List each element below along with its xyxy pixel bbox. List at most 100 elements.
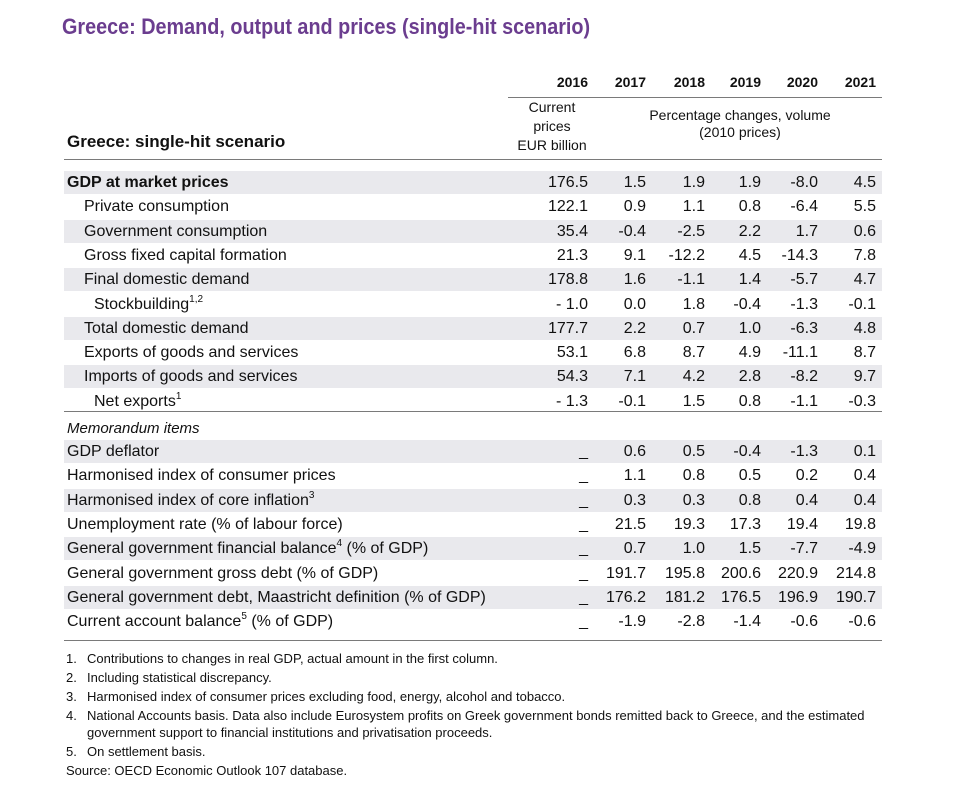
table-cell: 191.7	[605, 564, 646, 582]
table-cell: 177.7	[547, 319, 588, 337]
table-cell: 0.2	[795, 467, 818, 485]
row-label: Stockbuilding1,2	[94, 293, 204, 314]
footnote-text: Harmonised index of consumer prices excl…	[87, 689, 566, 704]
table-cell: -1.4	[733, 613, 761, 631]
row-label: Exports of goods and services	[84, 344, 298, 362]
table-cell: 0.8	[682, 467, 705, 485]
table-cell: 1.9	[682, 174, 705, 191]
footnote-number: 1.	[66, 651, 77, 666]
row-label-text: Harmonised index of consumer prices	[67, 467, 336, 485]
scenario-label: Greece: single-hit scenario	[67, 132, 286, 151]
table-cell: -1.9	[618, 613, 646, 631]
table-row: GDP deflator _ 0.6 0.5 -0.4 -1.3 0.1	[64, 440, 882, 463]
table-row: General government debt, Maastricht defi…	[64, 585, 882, 609]
table-cell: 0.1	[853, 443, 876, 460]
table-cell: -0.1	[848, 295, 876, 313]
table-cell: -14.3	[781, 246, 818, 264]
row-label: Private consumption	[84, 198, 229, 216]
table-cell: -1.3	[790, 295, 818, 313]
percentage-changes-unit-label: Percentage changes, volume (2010 prices)	[640, 107, 840, 141]
table-row: GDP at market prices 176.5 1.5 1.9 1.9 -8.0 4.…	[64, 171, 882, 194]
footnote-text: On settlement basis.	[87, 744, 206, 759]
table-cell: 17.3	[729, 515, 761, 533]
table-row: General government financial balance4 (%…	[64, 537, 882, 561]
unit-line: (2010 prices)	[699, 124, 781, 140]
table-cell: _	[579, 588, 588, 606]
row-label: Final domestic demand	[84, 271, 249, 289]
row-label: General government debt, Maastricht defi…	[67, 589, 486, 607]
footnote-ref: 1,2	[189, 293, 204, 305]
row-label-text: Harmonised index of core inflation	[67, 491, 309, 509]
table-cell: _	[579, 613, 588, 631]
table-cell: 2.8	[738, 368, 761, 386]
table-cell: 7.8	[853, 246, 876, 264]
table-divider	[64, 159, 882, 160]
footnote-item: 2. Including statistical discrepancy.	[66, 669, 896, 686]
table-cell: 195.8	[664, 564, 705, 582]
table-row: Private consumption 122.1 0.9 1.1 0.8 -6.4 5.5	[64, 195, 882, 218]
table-cell: 1.7	[795, 222, 818, 240]
table-cell: 9.1	[623, 246, 646, 264]
table-cell: -0.4	[733, 443, 761, 460]
table-divider	[64, 411, 882, 412]
row-label-text: Imports of goods and services	[84, 368, 298, 386]
row-label-text: Total domestic demand	[84, 319, 249, 337]
table-cell: 5.5	[853, 198, 876, 216]
table-cell: -0.3	[848, 392, 876, 410]
table-cell: 53.1	[556, 344, 588, 362]
row-label: Gross fixed capital formation	[84, 247, 287, 265]
table-cell: 176.5	[547, 174, 588, 191]
table-cell: 181.2	[664, 588, 705, 606]
table-cell: -5.7	[790, 271, 818, 289]
row-label: Imports of goods and services	[84, 368, 297, 386]
table-cell: 2.2	[623, 319, 646, 337]
footnote-number: 5.	[66, 744, 77, 759]
table-cell: 0.6	[623, 443, 646, 460]
table-row: Total domestic demand 177.7 2.2 0.7 1.0 -6.3 4…	[64, 316, 882, 340]
table-row: Stockbuilding1,2 - 1.0 0.0 1.8 -0.4 -1.3 -0.1	[64, 293, 882, 316]
row-label: Harmonised index of core inflation3	[67, 490, 314, 510]
year-header-cell: 2018	[673, 74, 705, 90]
table-cell: 21.3	[556, 246, 588, 264]
table-row: Imports of goods and services 54.3 7.1 4.2 2…	[64, 365, 882, 389]
table-cell: 1.1	[682, 198, 705, 216]
row-label: GDP at market prices	[67, 174, 229, 192]
table-cell: _	[579, 443, 588, 460]
table-cell: 4.9	[738, 344, 761, 362]
table-cell: -1.1	[790, 392, 818, 410]
footnote-item: 3. Harmonised index of consumer prices ex…	[66, 688, 896, 705]
row-label: Unemployment rate (% of labour force)	[67, 516, 343, 534]
table-cell: -8.0	[790, 174, 818, 191]
table-cell: 0.3	[623, 491, 646, 509]
table-cell: 0.0	[623, 295, 646, 313]
year-header: 2016 2017 2018 2019 2020 2021	[508, 71, 882, 98]
row-label: GDP deflator	[67, 443, 159, 461]
table-row: Final domestic demand 178.8 1.6 -1.1 1.4 -5.7…	[64, 268, 882, 292]
table-cell: - 1.3	[555, 392, 588, 410]
table-cell: 196.9	[777, 588, 818, 606]
table-cell: _	[579, 540, 588, 558]
row-label-text: General government financial balance	[67, 540, 337, 558]
footnote-item: 4. National Accounts basis. Data also inc…	[66, 707, 896, 741]
table-cell: _	[579, 491, 588, 509]
row-label-suffix: (% of GDP)	[342, 540, 429, 558]
year-header-cell: 2019	[729, 74, 761, 90]
table-cell: 4.5	[738, 246, 761, 264]
table-cell: 178.8	[547, 271, 588, 289]
row-label-text: Final domestic demand	[84, 271, 250, 289]
table-cell: 19.8	[844, 515, 876, 533]
row-label: Government consumption	[84, 223, 267, 241]
row-label-text: Current account balance	[67, 613, 242, 631]
table-cell: 1.9	[738, 174, 761, 191]
table-cell: 1.0	[682, 540, 705, 558]
table-cell: 0.5	[682, 443, 705, 460]
table-cell: -11.1	[782, 344, 818, 362]
row-label-text: General government debt, Maastricht defi…	[67, 588, 486, 606]
unit-line: Current	[528, 99, 576, 115]
table-cell: 8.7	[853, 344, 876, 362]
footnote-ref: 5	[241, 611, 247, 623]
table-cell: 2.2	[738, 222, 761, 240]
footnote-item: 1. Contributions to changes in real GDP, …	[66, 650, 896, 667]
row-label-text: Exports of goods and services	[84, 344, 299, 362]
row-label-text: Unemployment rate (% of labour force)	[67, 515, 343, 533]
